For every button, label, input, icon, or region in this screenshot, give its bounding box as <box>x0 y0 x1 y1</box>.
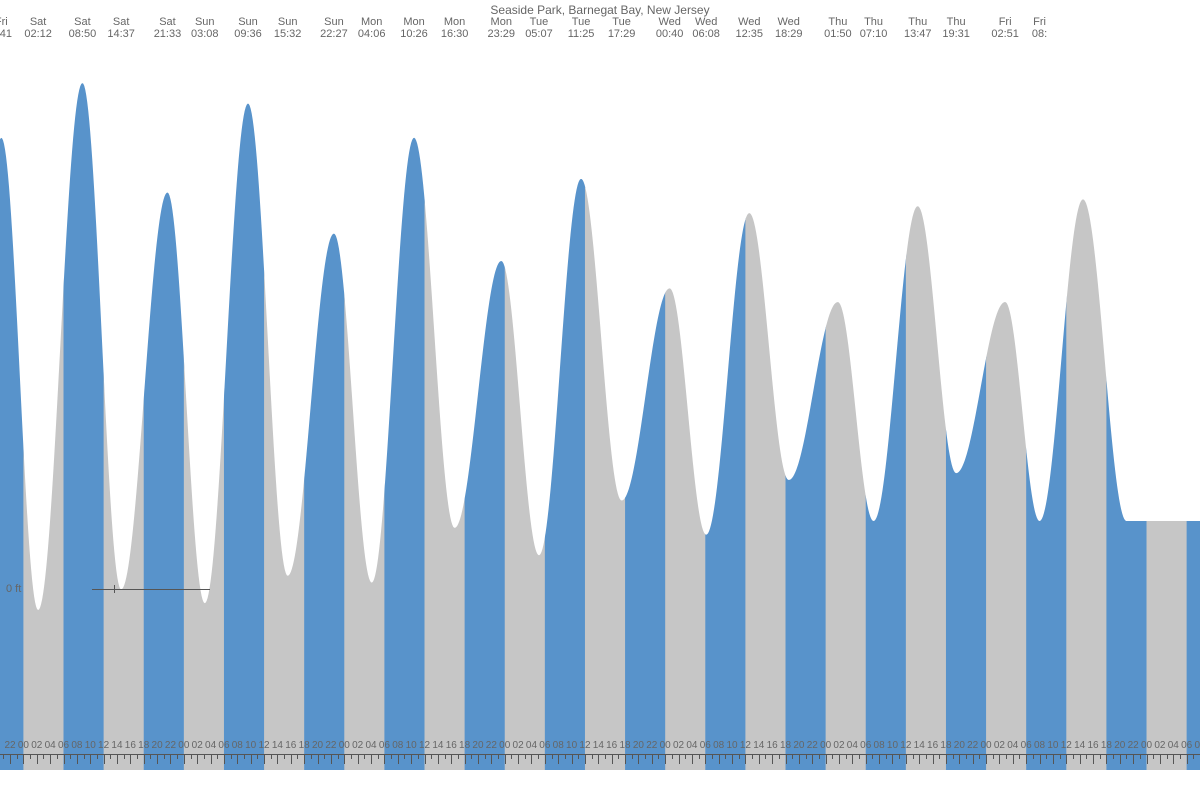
bottom-hour-axis: 2200020406081012141618202200020406081012… <box>0 740 1200 770</box>
zero-tick <box>114 585 115 593</box>
top-tick-label: Thu19:31 <box>931 16 981 40</box>
top-tick-label: Fri08: <box>1015 16 1065 40</box>
top-tick-label: Sat14:37 <box>96 16 146 40</box>
chart-title: Seaside Park, Barnegat Bay, New Jersey <box>0 3 1200 17</box>
top-tick-label: Sat02:12 <box>13 16 63 40</box>
top-tick-label: Thu07:10 <box>849 16 899 40</box>
tide-chart: Seaside Park, Barnegat Bay, New Jersey F… <box>0 0 1200 800</box>
tide-svg <box>0 42 1200 770</box>
top-tick-label: Sun15:32 <box>263 16 313 40</box>
zero-ft-label: 0 ft <box>6 583 21 595</box>
top-tick-label: Tue17:29 <box>597 16 647 40</box>
top-tick-labels: Fri0:41Sat02:12Sat08:50Sat14:37Sat21:33S… <box>0 16 1200 42</box>
top-tick-label: Mon16:30 <box>430 16 480 40</box>
zero-line <box>92 589 210 590</box>
top-tick-label: Wed18:29 <box>764 16 814 40</box>
hour-label: 08 <box>1190 740 1200 751</box>
plot-area <box>0 42 1200 770</box>
